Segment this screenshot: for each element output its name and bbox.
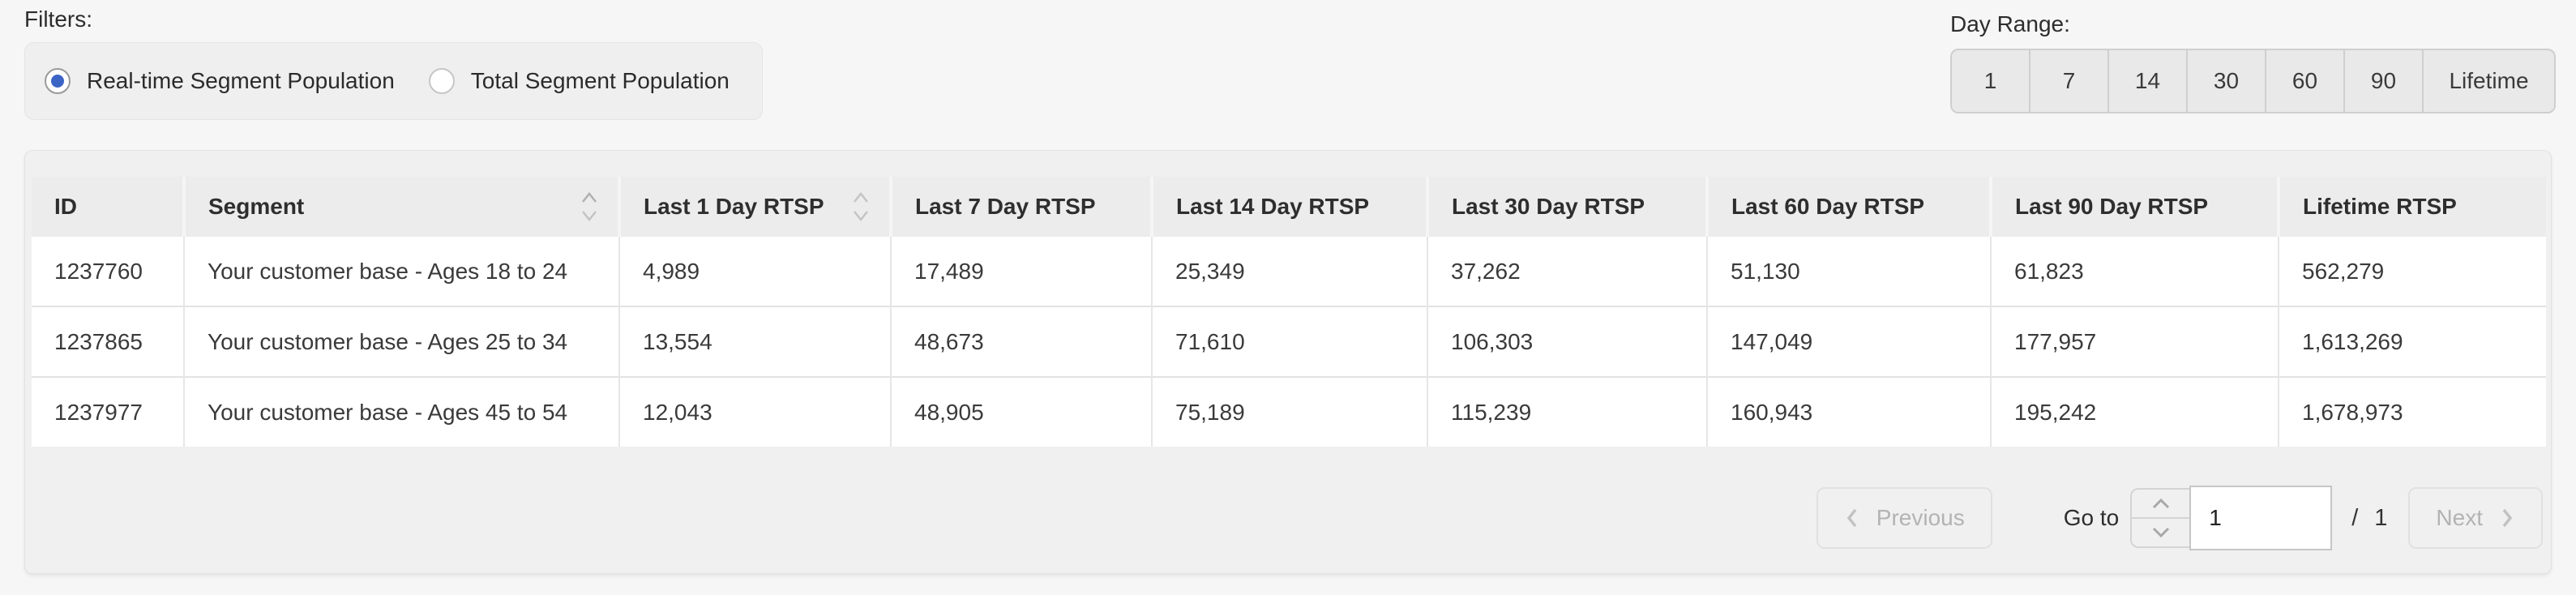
cell-last-1-day: 13,554 [619,306,892,377]
radio-dot [51,75,64,88]
segment-table: ID Segment Last 1 Day RTSP Last 7 Day RT… [32,177,2546,447]
cell-segment: Your customer base - Ages 18 to 24 [184,237,620,306]
stepper-up-button[interactable] [2132,490,2190,519]
cell-last-14-day: 25,349 [1152,237,1428,306]
column-header-label: Last 90 Day RTSP [2015,194,2209,219]
column-header-label: ID [54,194,77,219]
day-range-label: Day Range: [1950,11,2070,36]
cell-segment: Your customer base - Ages 25 to 34 [184,306,620,377]
column-header-last-90-day-rtsp: Last 90 Day RTSP [1991,177,2280,237]
day-range-button-30[interactable]: 30 [2188,50,2266,112]
radio-label: Total Segment Population [470,68,730,93]
page-number-stepper [2130,488,2190,548]
cell-lifetime: 1,613,269 [2279,306,2546,377]
page-number-input[interactable] [2189,486,2333,550]
chevron-down-icon [2152,527,2169,538]
cell-last-30-day: 115,239 [1427,376,1708,447]
column-header-label: Last 14 Day RTSP [1176,194,1370,219]
day-range-button-7[interactable]: 7 [2030,50,2109,112]
table-header-row: ID Segment Last 1 Day RTSP Last 7 Day RT… [32,177,2546,237]
population-filter-group: Real-time Segment Population Total Segme… [24,42,763,120]
cell-last-7-day: 17,489 [891,237,1153,306]
top-bar: Filters: Real-time Segment Population To… [0,0,2576,150]
table-row[interactable]: 1237760 Your customer base - Ages 18 to … [32,237,2546,306]
segment-table-panel: ID Segment Last 1 Day RTSP Last 7 Day RT… [24,150,2552,574]
cell-last-90-day: 177,957 [1991,306,2279,377]
cell-segment: Your customer base - Ages 45 to 54 [184,376,620,447]
column-header-label: Last 30 Day RTSP [1452,194,1645,219]
radio-label: Real-time Segment Population [87,68,395,93]
chevron-up-icon [2152,498,2169,509]
cell-id: 1237760 [32,237,185,306]
cell-lifetime: 1,678,973 [2279,376,2546,447]
cell-last-60-day: 160,943 [1707,376,1992,447]
column-header-last-30-day-rtsp: Last 30 Day RTSP [1427,177,1709,237]
cell-last-1-day: 12,043 [619,376,892,447]
column-header-last-60-day-rtsp: Last 60 Day RTSP [1707,177,1992,237]
column-header-last-14-day-rtsp: Last 14 Day RTSP [1152,177,1429,237]
previous-page-button[interactable]: Previous [1816,487,1992,549]
chevron-left-icon [1846,508,1857,528]
cell-last-90-day: 195,242 [1991,376,2279,447]
day-range-button-60[interactable]: 60 [2266,50,2345,112]
day-range-button-14[interactable]: 14 [2109,50,2188,112]
sort-chevrons-icon[interactable] [579,188,600,225]
cell-last-7-day: 48,673 [891,306,1153,377]
day-range-button-1[interactable]: 1 [1952,50,2030,112]
cell-id: 1237865 [32,306,185,377]
cell-last-90-day: 61,823 [1991,237,2279,306]
page-separator: / [2351,504,2359,531]
column-header-id: ID [32,177,186,237]
cell-last-14-day: 71,610 [1152,306,1428,377]
day-range-button-90[interactable]: 90 [2345,50,2424,112]
cell-last-7-day: 48,905 [891,376,1153,447]
filters-label: Filters: [24,6,92,32]
column-header-label: Lifetime RTSP [2303,194,2457,219]
radio-selected-icon[interactable] [45,68,71,94]
column-header-label: Last 1 Day RTSP [644,194,824,219]
radio-total-segment-population[interactable]: Total Segment Population [428,68,730,94]
cell-last-1-day: 4,989 [619,237,892,306]
column-header-last-1-day-rtsp[interactable]: Last 1 Day RTSP [619,177,892,237]
cell-last-30-day: 106,303 [1427,306,1708,377]
cell-last-60-day: 147,049 [1707,306,1992,377]
cell-lifetime: 562,279 [2279,237,2546,306]
stepper-down-button[interactable] [2132,519,2189,546]
column-header-last-7-day-rtsp: Last 7 Day RTSP [891,177,1153,237]
column-header-segment[interactable]: Segment [184,177,621,237]
cell-last-14-day: 75,189 [1152,376,1428,447]
cell-last-60-day: 51,130 [1707,237,1992,306]
day-range-group: 1 7 14 30 60 90 Lifetime [1950,49,2556,113]
pagination: Previous Go to / 1 Next [1816,485,2543,551]
table-row[interactable]: 1237865 Your customer base - Ages 25 to … [32,306,2546,377]
table-row[interactable]: 1237977 Your customer base - Ages 45 to … [32,376,2546,447]
column-header-label: Segment [208,194,305,219]
column-header-label: Last 7 Day RTSP [915,194,1096,219]
page-total: / 1 [2351,505,2387,532]
cell-id: 1237977 [32,376,185,447]
column-header-label: Last 60 Day RTSP [1731,194,1925,219]
cell-last-30-day: 37,262 [1427,237,1708,306]
column-header-lifetime-rtsp: Lifetime RTSP [2279,177,2546,237]
total-pages: 1 [2374,504,2388,531]
go-to-label: Go to [2063,505,2120,530]
radio-realtime-segment-population[interactable]: Real-time Segment Population [45,68,395,94]
next-page-button[interactable]: Next [2408,487,2543,549]
chevron-right-icon [2502,508,2513,528]
next-label: Next [2436,505,2483,530]
sort-chevrons-icon[interactable] [850,188,871,225]
radio-unselected-icon[interactable] [428,68,455,94]
day-range-button-lifetime[interactable]: Lifetime [2449,68,2529,93]
previous-label: Previous [1876,505,1965,530]
